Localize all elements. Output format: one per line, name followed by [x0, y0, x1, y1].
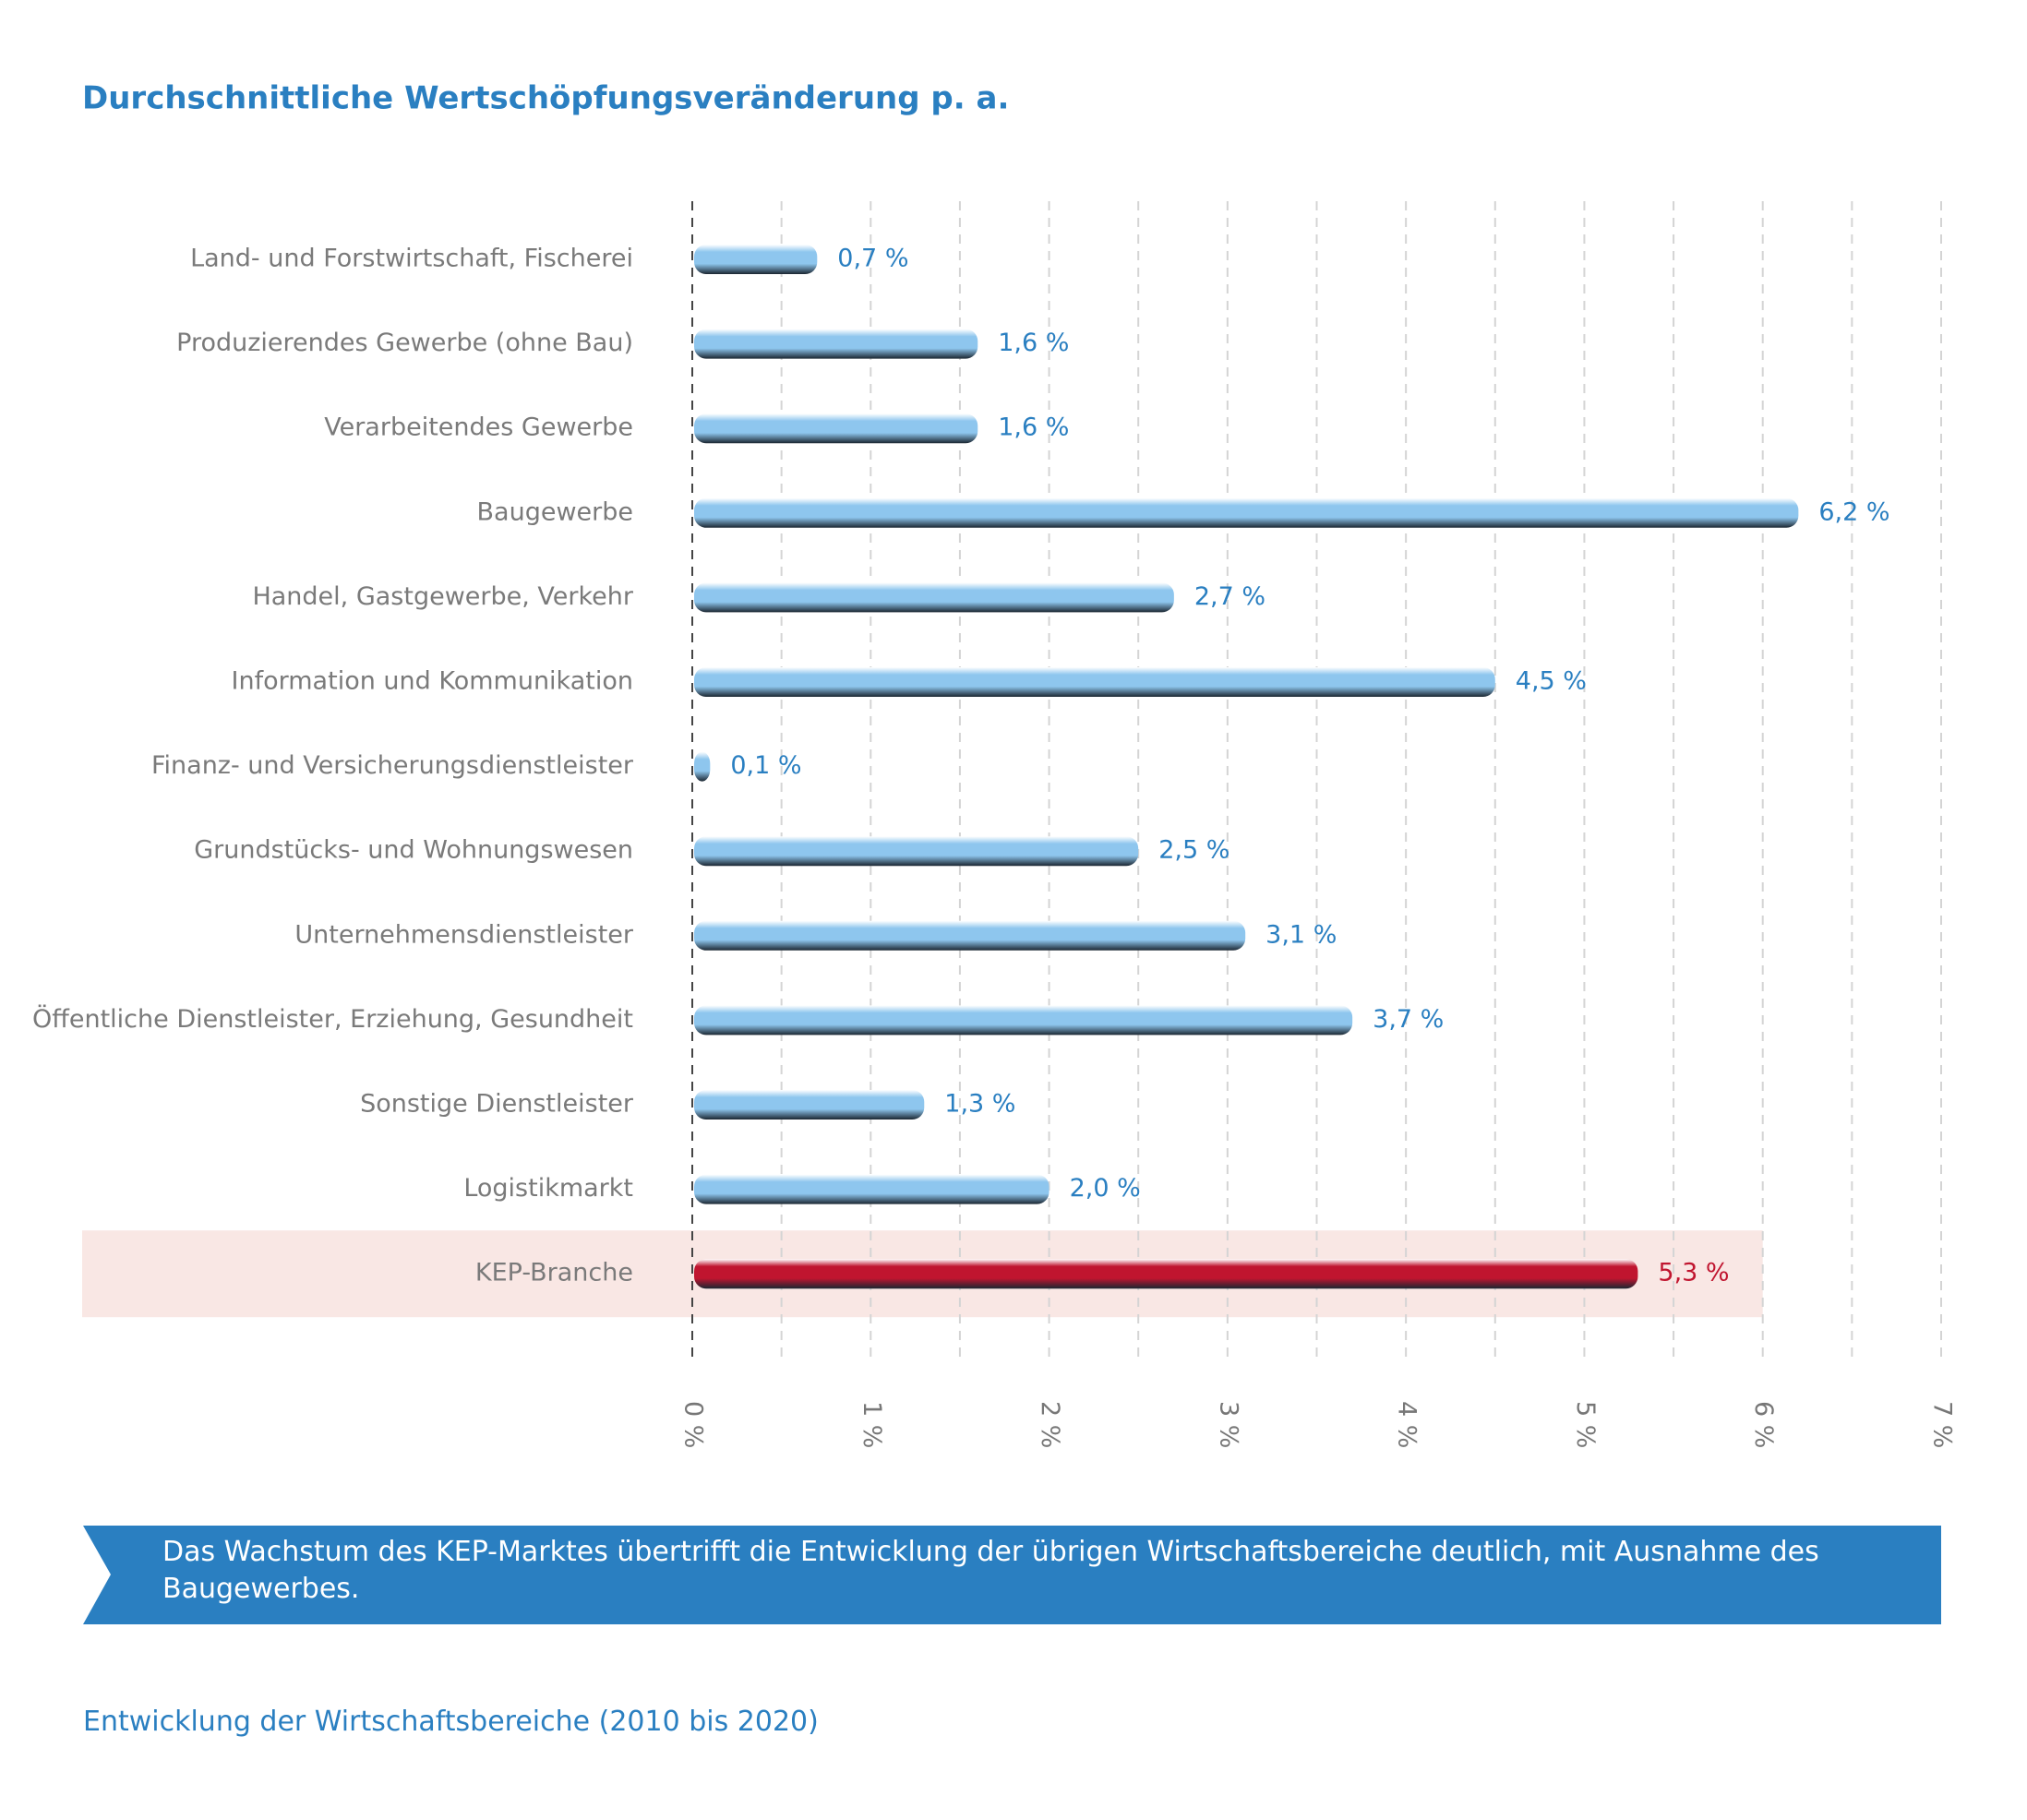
callout-box	[83, 1526, 1941, 1624]
bar	[694, 920, 1246, 951]
bar	[694, 329, 978, 359]
x-tick-label: 4 %	[1393, 1401, 1421, 1448]
bar	[694, 1259, 1638, 1289]
value-label: 3,7 %	[1373, 1005, 1444, 1034]
value-label: 4,5 %	[1516, 667, 1587, 696]
value-label: 1,6 %	[998, 329, 1069, 357]
y-tick-label: Logistikmarkt	[463, 1174, 633, 1203]
x-tick-label: 2 %	[1036, 1401, 1064, 1448]
x-tick-label: 6 %	[1749, 1401, 1778, 1448]
y-tick-label: Land- und Forstwirtschaft, Fischerei	[190, 245, 633, 273]
bar	[694, 497, 1799, 528]
x-tick-label: 0 %	[679, 1401, 708, 1448]
bar	[694, 1005, 1353, 1036]
y-tick-label: Öffentliche Dienstleister, Erziehung, Ge…	[32, 1004, 633, 1034]
x-tick-label: 3 %	[1214, 1401, 1242, 1448]
y-tick-label: Sonstige Dienstleister	[360, 1090, 634, 1119]
value-label: 2,7 %	[1194, 582, 1265, 611]
bar	[694, 1174, 1049, 1204]
value-label: 0,1 %	[730, 751, 801, 780]
chart-title: Durchschnittliche Wertschöpfungsveränder…	[82, 80, 1009, 117]
bar	[694, 582, 1174, 613]
x-tick-label: 1 %	[858, 1401, 886, 1448]
callout-text: Das Wachstum des KEP-Marktes übertrifft …	[162, 1536, 1819, 1605]
value-label: 6,2 %	[1818, 497, 1889, 526]
y-tick-label: Produzierendes Gewerbe (ohne Bau)	[176, 329, 633, 357]
bar	[694, 413, 978, 444]
bar	[694, 836, 1139, 867]
bar	[694, 245, 818, 274]
y-tick-label: Information und Kommunikation	[232, 667, 633, 696]
value-label: 3,1 %	[1265, 920, 1337, 949]
value-label: 2,0 %	[1070, 1174, 1141, 1203]
bar	[694, 751, 711, 782]
y-tick-label: Grundstücks- und Wohnungswesen	[194, 836, 633, 865]
value-label: 5,3 %	[1658, 1259, 1729, 1287]
y-tick-label: Handel, Gastgewerbe, Verkehr	[252, 582, 633, 611]
x-tick-label: 5 %	[1571, 1401, 1600, 1448]
y-tick-label: Baugewerbe	[477, 497, 633, 526]
bar	[694, 667, 1495, 697]
y-tick-label: Verarbeitendes Gewerbe	[324, 413, 633, 442]
source-note: Entwicklung der Wirtschaftsbereiche (201…	[83, 1706, 819, 1738]
y-tick-label: Finanz- und Versicherungsdienstleister	[151, 751, 634, 780]
value-label: 1,3 %	[944, 1090, 1015, 1119]
value-label: 0,7 %	[837, 245, 908, 273]
value-label: 1,6 %	[998, 413, 1069, 442]
y-tick-label: Unternehmensdienstleister	[294, 920, 634, 949]
y-tick-label: KEP-Branche	[475, 1259, 633, 1287]
value-label: 2,5 %	[1158, 836, 1229, 865]
bar	[694, 1090, 925, 1120]
x-tick-label: 7 %	[1928, 1401, 1957, 1448]
